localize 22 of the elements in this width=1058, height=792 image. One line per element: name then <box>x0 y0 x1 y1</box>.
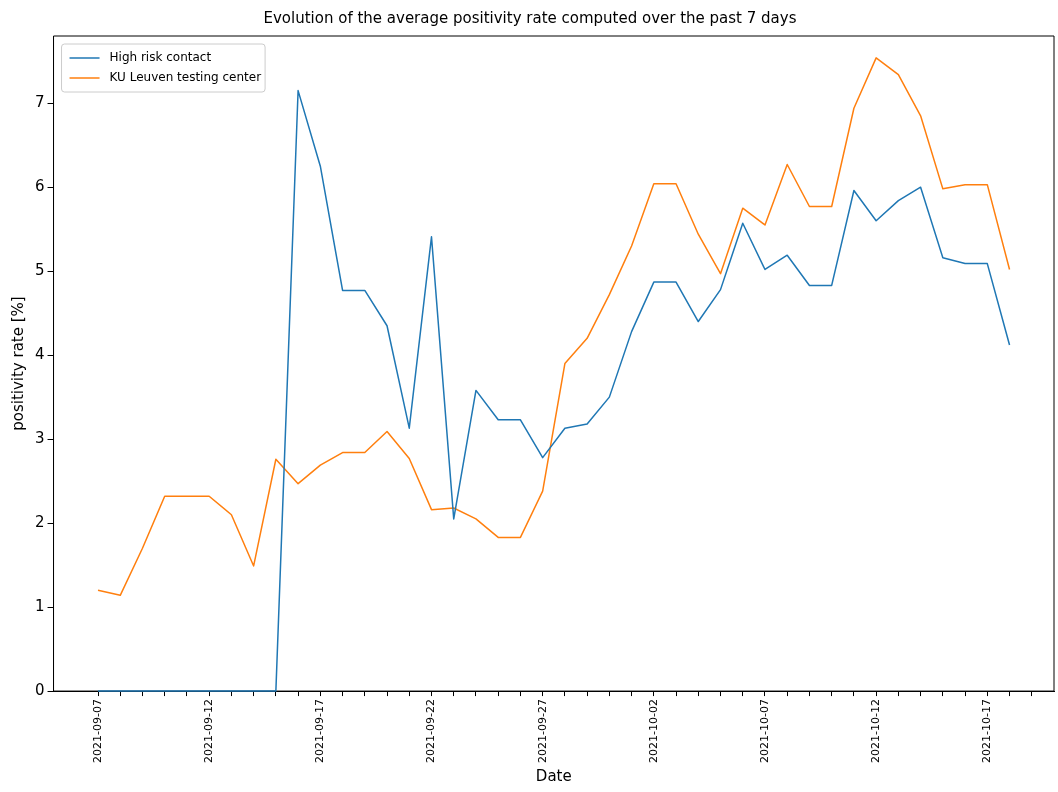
x-tick-label: 2021-09-22 <box>424 699 438 764</box>
y-tick-label: 3 <box>35 429 45 448</box>
chart-title: Evolution of the average positivity rate computed over the past 7 days <box>263 8 797 27</box>
x-tick-label: 2021-10-07 <box>757 699 771 764</box>
x-tick-label: 2021-10-02 <box>646 699 660 764</box>
legend-label: High risk contact <box>109 50 212 65</box>
y-tick-label: 4 <box>35 345 45 364</box>
y-tick-label: 7 <box>35 93 45 112</box>
x-tick-label: 2021-10-17 <box>980 699 994 764</box>
y-tick-label: 0 <box>35 680 45 699</box>
y-axis-title: positivity rate [%] <box>8 296 27 431</box>
x-tick-label: 2021-09-12 <box>202 699 216 764</box>
x-tick-label: 2021-09-07 <box>90 699 104 764</box>
y-tick-label: 5 <box>35 261 45 280</box>
legend-label: KU Leuven testing center <box>109 70 262 85</box>
y-tick-label: 1 <box>35 596 45 615</box>
y-tick-label: 6 <box>35 177 45 196</box>
x-tick-label: 2021-10-12 <box>869 699 882 764</box>
x-tick-label: 2021-09-27 <box>535 699 549 764</box>
y-tick-label: 2 <box>35 513 45 531</box>
x-tick-label: 2021-09-17 <box>313 699 327 764</box>
x-axis-title: Date <box>535 766 572 785</box>
